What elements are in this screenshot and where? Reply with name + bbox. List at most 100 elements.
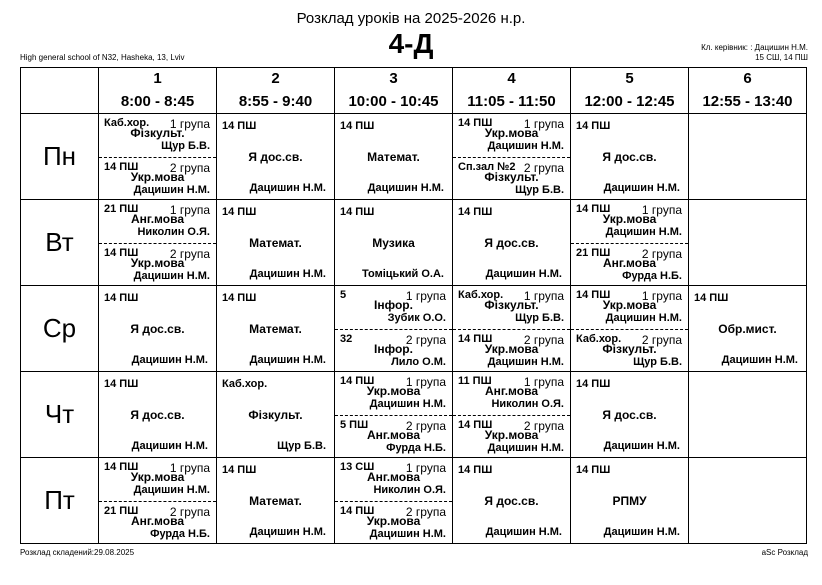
day-name: Чт [20,371,99,458]
day-row: Пн Каб.хор. 1 група Фізкульт. Щур Б.В. 14 ПШ 2… [20,113,807,200]
subject: Анг.мова [131,514,184,528]
subject: Анг.мова [367,470,420,484]
period-number: 3 [389,70,398,87]
group-lesson: 5 1 група Інфор. Зубик О.О. [335,286,452,328]
lesson-cell: 14 ПШ Музика Томіцький О.А. [334,199,453,286]
group-label: 1 група [405,375,446,389]
room: Каб.хор. [458,289,504,301]
subject: Математ. [249,236,302,250]
group-label: 1 група [523,289,564,303]
empty-cell [688,199,807,286]
group-lesson: 5 ПШ 2 група Анг.мова Фурда Н.Б. [335,415,452,458]
room: 32 [340,333,353,345]
lesson-cell: 21 ПШ 1 група Анг.мова Николин О.Я. 14 ПШ 2 г… [98,199,217,286]
subject: Математ. [249,322,302,336]
period-header: 5 12:00 - 12:45 [570,67,689,114]
group-lesson: 14 ПШ 2 група Укр.мова Дацишин Н.М. [453,329,570,372]
room: 14 ПШ [694,292,729,304]
teacher: Дацишин Н.М. [133,184,210,196]
period-number: 4 [507,70,516,87]
class-name: 4-Д [388,28,434,59]
subject: Я дос.св. [130,408,185,422]
room: 14 ПШ [222,292,257,304]
class-rooms: 15 СШ, 14 ПШ [755,53,808,62]
group-label: 1 група [405,289,446,303]
page-title: Розклад уроків на 2025-2026 н.р. [296,10,526,27]
subject: Укр.мова [484,342,539,356]
group-label: 2 група [169,247,210,261]
room: 14 ПШ [576,120,611,132]
teacher: Дацишин Н.М. [603,440,680,452]
group-label: 1 група [641,203,682,217]
room: 13 СШ [340,461,375,473]
lesson-cell: 14 ПШ Я дос.св. Дацишин Н.М. [98,371,217,458]
group-lesson: 11 ПШ 1 група Анг.мова Николин О.Я. [453,372,570,414]
subject: Я дос.св. [602,408,657,422]
room: 14 ПШ [576,203,611,215]
group-lesson: 13 СШ 1 група Анг.мова Николин О.Я. [335,458,452,500]
group-label: 1 група [169,461,210,475]
lesson-cell: 14 ПШ 1 група Укр.мова Дацишин Н.М. 5 ПШ 2 гр… [334,371,453,458]
teacher: Щур Б.В. [161,140,210,152]
period-time: 10:00 - 10:45 [348,93,439,110]
teacher: Дацишин Н.М. [249,526,326,538]
group-lesson: 14 ПШ 1 група Укр.мова Дацишин Н.М. [571,286,688,328]
group-label: 1 група [169,117,210,131]
group-lesson: 14 ПШ 2 група Укр.мова Дацишин Н.М. [99,157,216,200]
room: 14 ПШ [104,378,139,390]
teacher: Томіцький О.А. [361,268,444,280]
group-lesson: 21 ПШ 1 група Анг.мова Николин О.Я. [99,200,216,242]
day-name: Пт [20,457,99,544]
lesson-cell: 14 ПШ Я дос.св. Дацишин Н.М. [452,457,571,544]
group-lesson: 14 ПШ 2 група Укр.мова Дацишин Н.М. [335,501,452,544]
group-label: 2 група [641,333,682,347]
period-header: 3 10:00 - 10:45 [334,67,453,114]
subject: Математ. [367,150,420,164]
subject: Обр.мист. [718,322,777,336]
group-lesson: Сп.зал №2 2 група Фізкульт. Щур Б.В. [453,157,570,200]
teacher: Дацишин Н.М. [133,484,210,496]
teacher: Дацишин Н.М. [721,354,798,366]
group-label: 2 група [405,419,446,433]
room: 14 ПШ [458,117,493,129]
subject: Анг.мова [131,212,184,226]
lesson-cell: 11 ПШ 1 група Анг.мова Николин О.Я. 14 ПШ 2 г… [452,371,571,458]
teacher: Дацишин Н.М. [131,354,208,366]
subject: Укр.мова [366,384,421,398]
room: 14 ПШ [458,419,493,431]
period-header: 6 12:55 - 13:40 [688,67,807,114]
period-number: 6 [743,70,752,87]
subject: Укр.мова [484,428,539,442]
lesson-cell: 13 СШ 1 група Анг.мова Николин О.Я. 14 ПШ 2 г… [334,457,453,544]
teacher: Дацишин Н.М. [487,442,564,454]
corner-cell [20,67,99,114]
subject: Анг.мова [603,256,656,270]
created-date: Розклад складений:29.08.2025 [20,548,135,557]
room: 14 ПШ [458,333,493,345]
teacher: Лило О.М. [391,356,446,368]
room: 14 ПШ [104,292,139,304]
room: Каб.хор. [104,117,150,129]
subject: Фізкульт. [602,342,657,356]
subject: Я дос.св. [248,150,303,164]
lesson-cell: 14 ПШ Обр.мист. Дацишин Н.М. [688,285,807,372]
teacher: Дацишин Н.М. [249,354,326,366]
subject: Фізкульт. [484,170,539,184]
lesson-cell: 14 ПШ 1 група Укр.мова Дацишин Н.М. Каб.хор.… [570,285,689,372]
room: 14 ПШ [340,120,375,132]
empty-cell [688,113,807,200]
room: 14 ПШ [222,120,257,132]
group-label: 2 група [523,333,564,347]
teacher: Щур Б.В. [633,356,682,368]
day-row: Пт 14 ПШ 1 група Укр.мова Дацишин Н.М. 21 ПШ 2… [20,457,807,544]
room: 14 ПШ [340,505,375,517]
lesson-cell: 14 ПШ 1 група Укр.мова Дацишин Н.М. 21 ПШ 2 г… [570,199,689,286]
lesson-cell: 14 ПШ РПМУ Дацишин Н.М. [570,457,689,544]
group-lesson: 14 ПШ 1 група Укр.мова Дацишин Н.М. [453,114,570,156]
lesson-cell: 14 ПШ 1 група Укр.мова Дацишин Н.М. 21 ПШ 2 г… [98,457,217,544]
period-header: 1 8:00 - 8:45 [98,67,217,114]
room: Сп.зал №2 [458,161,516,173]
room: 11 ПШ [458,375,492,387]
subject: Фізкульт. [130,126,185,140]
group-lesson: 32 2 група Інфор. Лило О.М. [335,329,452,372]
